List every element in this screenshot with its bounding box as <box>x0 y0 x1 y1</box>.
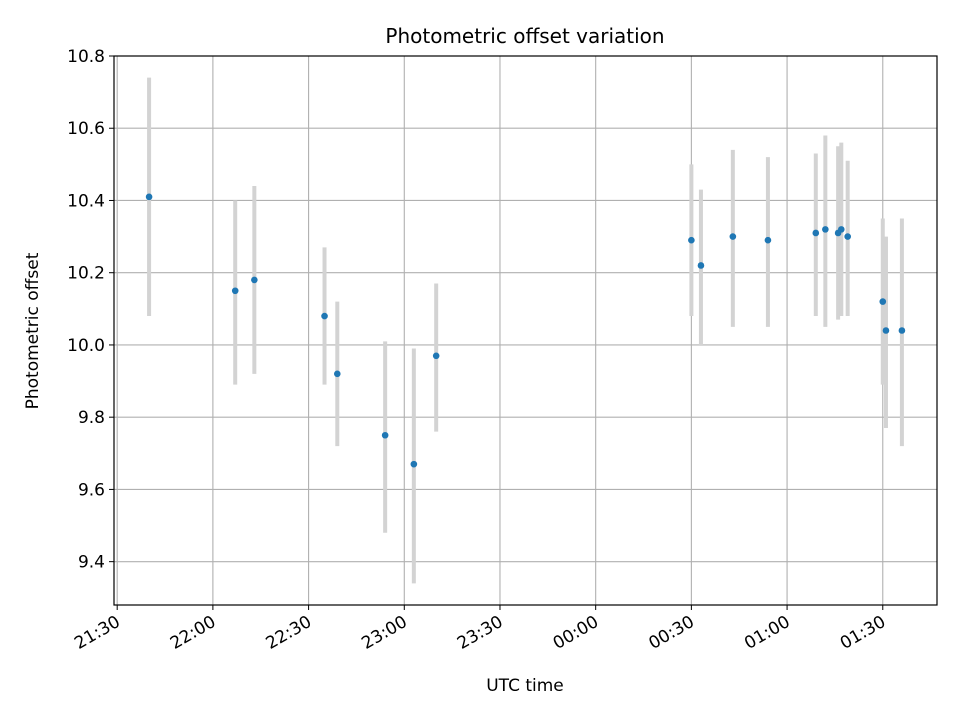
y-tick-label: 10.4 <box>67 191 105 211</box>
grid <box>114 55 937 605</box>
data-point <box>432 352 440 360</box>
error-bars <box>147 77 904 584</box>
data-point <box>764 236 772 244</box>
x-tick-label: 01:30 <box>837 612 889 654</box>
data-point <box>879 298 887 305</box>
y-tick-label: 9.6 <box>78 480 105 500</box>
x-tick-label: 23:30 <box>454 612 506 654</box>
data-point <box>145 193 153 201</box>
data-point <box>697 262 705 269</box>
data-point <box>321 312 328 320</box>
data-point <box>381 431 389 439</box>
data-point <box>882 327 890 334</box>
x-tick-label: 00:30 <box>645 612 697 654</box>
chart-title: Photometric offset variation <box>385 24 664 48</box>
y-tick-label: 9.4 <box>78 553 105 573</box>
y-axis-label: Photometric offset <box>23 252 43 409</box>
data-point <box>231 287 239 295</box>
data-point <box>844 233 851 240</box>
x-tick-label: 01:00 <box>741 612 793 654</box>
data-point <box>822 226 829 233</box>
x-tick-label: 00:00 <box>550 612 602 654</box>
x-tick-label: 22:00 <box>167 612 219 654</box>
y-tick-label: 9.8 <box>78 408 105 428</box>
x-axis-label: UTC time <box>486 676 564 696</box>
x-tick-label: 21:30 <box>71 612 123 654</box>
x-axis-ticks: 21:30 22:00 22:30 23:00 23:30 00:00 00:30 01:00… <box>71 605 889 654</box>
x-tick-label: 23:00 <box>358 612 410 654</box>
data-point <box>251 276 258 284</box>
data-point <box>410 460 418 468</box>
y-tick-label: 10.2 <box>67 264 105 284</box>
y-tick-label: 10.6 <box>67 119 105 139</box>
data-point <box>688 236 695 244</box>
x-tick-label: 22:30 <box>263 612 315 654</box>
data-point <box>812 229 820 237</box>
y-tick-label: 10.8 <box>67 47 105 67</box>
y-axis-ticks: 9.4 9.6 9.8 10.0 10.2 10.4 10.6 10.8 <box>67 47 114 573</box>
data-point <box>333 370 341 378</box>
y-tick-label: 10.0 <box>67 336 105 356</box>
data-point <box>838 226 845 233</box>
data-point <box>729 233 737 240</box>
data-point <box>898 327 906 334</box>
data-points <box>145 193 906 468</box>
plot-frame <box>113 55 938 606</box>
